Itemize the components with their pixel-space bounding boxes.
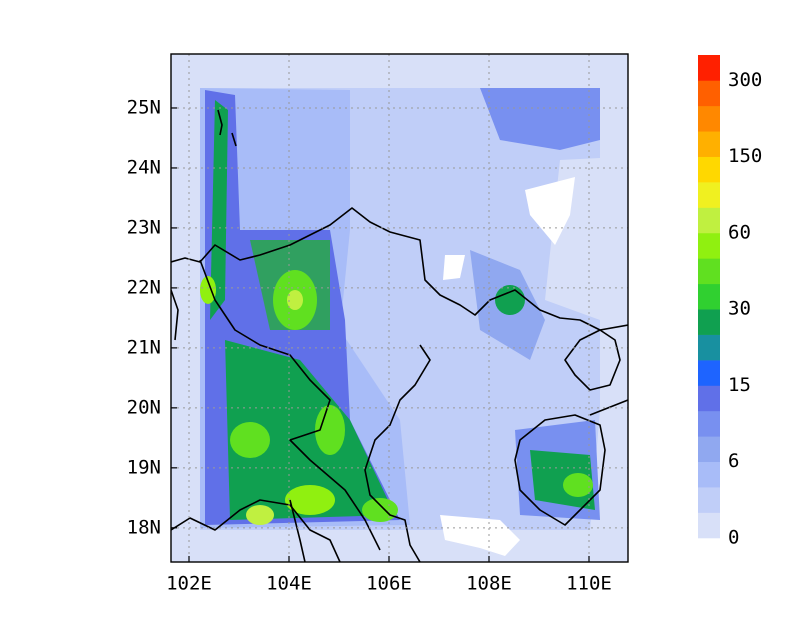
colorbar-label: 30 <box>728 298 751 320</box>
contour <box>563 473 593 497</box>
y-tick-label: 18N <box>127 516 161 538</box>
colorbar-swatch <box>698 334 720 361</box>
contour <box>225 340 395 520</box>
contour <box>315 405 345 455</box>
contour <box>285 485 335 515</box>
no-data <box>440 515 520 556</box>
contour <box>246 505 274 525</box>
colorbar-swatch <box>698 232 720 259</box>
colorbar-label: 60 <box>728 221 751 243</box>
x-tick-label: 104E <box>266 573 312 595</box>
colorbar-swatch <box>698 461 720 488</box>
colorbar-label: 300 <box>728 69 762 91</box>
colorbar-swatch <box>698 131 720 157</box>
x-tick-label: 108E <box>466 573 512 595</box>
y-tick-label: 23N <box>127 216 161 238</box>
contour <box>210 100 228 320</box>
border <box>171 289 179 341</box>
colorbar: 0 6 15 30 60 150 300 <box>698 55 762 549</box>
colorbar-label: 6 <box>728 450 739 472</box>
map-frame <box>170 53 629 563</box>
no-data <box>443 255 465 280</box>
contour <box>230 422 270 458</box>
colorbar-swatch <box>698 309 720 335</box>
map-field <box>171 54 628 562</box>
y-tick-label: 25N <box>127 96 161 118</box>
colorbar-swatch <box>698 182 720 208</box>
contour <box>362 498 398 522</box>
colorbar-swatch <box>698 258 720 285</box>
contour <box>495 285 525 315</box>
y-tick-label: 21N <box>127 336 161 358</box>
y-tick-label: 24N <box>127 156 161 178</box>
contour <box>480 88 600 150</box>
coastline <box>217 109 237 147</box>
y-tick-label: 19N <box>127 456 161 478</box>
y-tick-label: 22N <box>127 276 161 298</box>
border <box>171 499 341 562</box>
island <box>514 414 606 526</box>
colorbar-label: 15 <box>728 374 751 396</box>
colorbar-swatch <box>698 360 720 386</box>
colorbar-swatch <box>698 105 720 132</box>
y-tick-label: 20N <box>127 396 161 418</box>
border <box>199 259 381 551</box>
colorbar-label: 150 <box>728 145 762 167</box>
x-tick-label: 110E <box>566 573 612 595</box>
colorbar-label: 0 <box>728 527 739 549</box>
x-tick-label: 106E <box>366 573 412 595</box>
border <box>289 499 306 562</box>
contour <box>287 290 303 310</box>
axes: 102E 104E 106E 108E 110E 18N 19N 20N 21N 22N 23N 24… <box>127 96 612 594</box>
coastline <box>364 344 431 562</box>
colorbar-swatch <box>698 487 720 513</box>
coastline <box>564 329 621 391</box>
colorbar-swatch <box>698 512 720 539</box>
border <box>171 207 628 331</box>
colorbar-swatch <box>698 436 720 463</box>
colorbar-swatch <box>698 207 720 234</box>
colorbar-swatch <box>698 55 720 81</box>
colorbar-swatch <box>698 410 720 437</box>
colorbar-swatch <box>698 80 720 107</box>
colorbar-swatch <box>698 156 720 183</box>
colorbar-swatch <box>698 283 720 310</box>
grid <box>171 54 628 562</box>
contour <box>200 276 216 304</box>
colorbar-swatch <box>698 385 720 412</box>
x-tick-label: 102E <box>166 573 212 595</box>
